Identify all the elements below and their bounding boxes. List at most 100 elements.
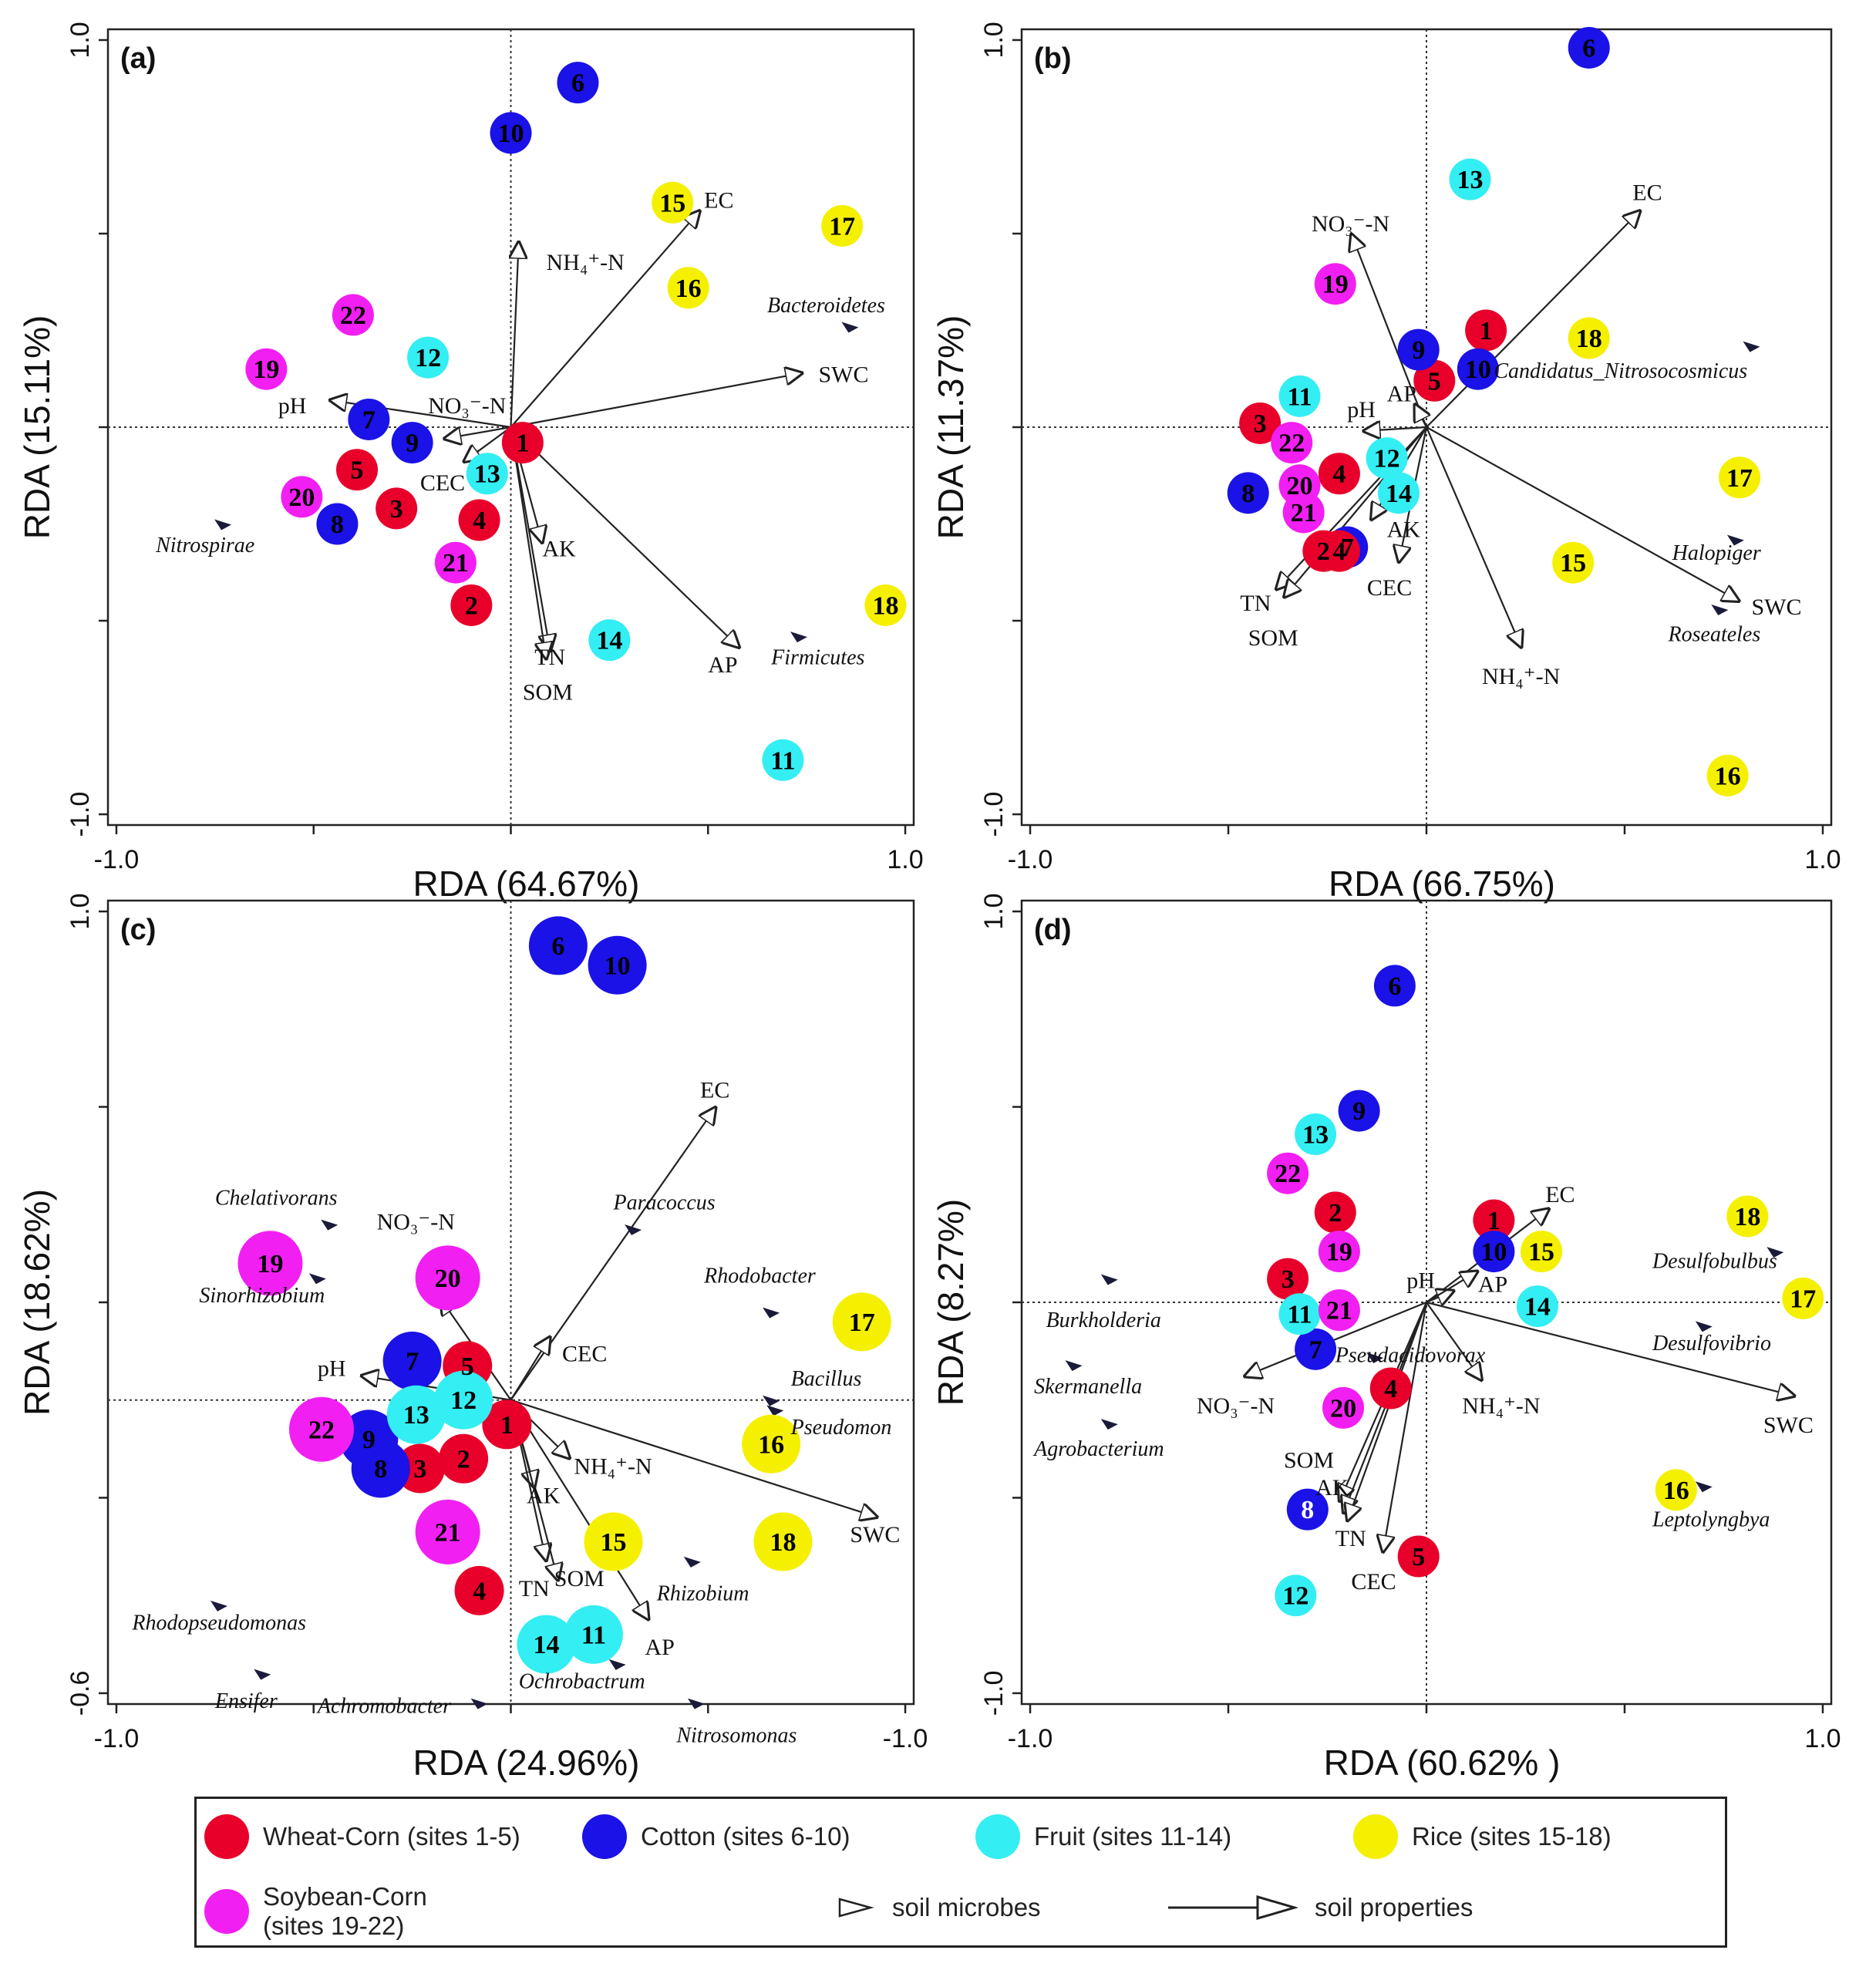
property-label: AP [708, 652, 737, 678]
property-arrow [510, 1107, 716, 1401]
x-tick-label-min: -1.0 [94, 845, 140, 874]
panel-label: (c) [120, 914, 156, 946]
x-tick-label-max: 1.0 [1804, 845, 1841, 874]
site-label: 2 [1329, 1199, 1342, 1228]
taxon-marker [766, 1405, 784, 1416]
site-circle [528, 916, 588, 975]
site-circle [1521, 1231, 1563, 1273]
site-label: 9 [362, 1426, 376, 1454]
site-circle [434, 1370, 493, 1430]
taxon-label: Ochrobactrum [519, 1670, 645, 1694]
property-label: pH [278, 393, 307, 419]
y-tick-label-min: -0.6 [66, 1671, 95, 1716]
site-circle [1227, 472, 1269, 514]
taxon-marker [608, 1659, 626, 1670]
site-circle [517, 1615, 576, 1674]
site-circle [281, 476, 323, 518]
legend-item-fruit: Fruit (sites 11-14) [975, 1814, 1231, 1859]
legend-label-properties: soil properties [1315, 1893, 1474, 1921]
site-circle [1568, 26, 1610, 69]
site-label: 4 [473, 507, 486, 535]
site-label: 8 [374, 1455, 387, 1484]
site-circle [1366, 437, 1408, 480]
property-label: EC [700, 1077, 729, 1103]
site-circle [348, 398, 390, 440]
property-arrow [511, 241, 519, 428]
site-label: 10 [605, 951, 631, 980]
property-label: TN [1335, 1526, 1366, 1551]
site-circle [564, 1605, 623, 1664]
property-label: NO₃⁻-N [1312, 211, 1389, 237]
property-arrow [1426, 426, 1740, 601]
taxon-label: Sinorhizobium [199, 1284, 325, 1308]
property-label: AP [1478, 1272, 1507, 1298]
taxon-marker [841, 322, 859, 333]
site-label: 8 [1301, 1496, 1314, 1524]
property-arrow [1415, 404, 1426, 428]
site-circle [415, 1245, 480, 1311]
site-circle [501, 422, 544, 464]
site-label: 14 [534, 1631, 560, 1659]
taxon-label: Pseudacidovorax [1335, 1343, 1486, 1367]
taxon-label: Candidatus_Nitrosocosmicus [1494, 359, 1747, 383]
property-arrow [1426, 210, 1641, 428]
site-circle [1568, 317, 1610, 359]
site-circle [1295, 1328, 1337, 1370]
site-label: 3 [413, 1455, 426, 1484]
site-circle [1318, 530, 1360, 572]
property-arrow [510, 1399, 878, 1517]
x-tick-label-min: -1.0 [1008, 1724, 1053, 1753]
site-circle [1473, 1199, 1515, 1241]
panel-b: -1.0 1.0 1.0 -1.0 RDA (66.75%) RDA (11.37%) (b… [931, 22, 1841, 904]
site-circle [395, 1443, 445, 1494]
site-label: 10 [1480, 1238, 1507, 1267]
site-circle [557, 62, 599, 104]
site-label: 21 [443, 549, 469, 578]
legend-item-soy: Soybean-Corn (sites 19-22) [204, 1882, 427, 1941]
property-label: AP [1387, 382, 1416, 407]
site-label: 6 [1388, 972, 1401, 1001]
site-label: 19 [1326, 1238, 1352, 1267]
site-label: 1 [1480, 317, 1493, 345]
taxon-marker [470, 1698, 488, 1709]
x-axis-title: RDA (24.96%) [413, 1743, 639, 1783]
site-circle [652, 181, 694, 224]
property-arrow [510, 426, 740, 648]
site-circle [1465, 309, 1507, 352]
x-tick-label-max: 1.0 [1804, 1724, 1841, 1753]
property-label: EC [1632, 180, 1662, 206]
property-label: SOM [1284, 1448, 1334, 1473]
property-label: NO₃⁻-N [377, 1210, 455, 1235]
site-circle [316, 503, 359, 545]
site-label: 11 [581, 1621, 606, 1649]
taxon-marker [321, 1219, 338, 1231]
site-label: 13 [403, 1401, 429, 1430]
site-label: 13 [474, 460, 500, 489]
site-circle [288, 1396, 354, 1462]
site-label: 15 [600, 1528, 626, 1557]
site-circle [339, 1409, 399, 1469]
y-tick-label-min: -1.0 [979, 792, 1009, 837]
property-label: SOM [523, 679, 573, 705]
taxon-label: Firmicutes [770, 646, 864, 670]
site-label: 21 [1326, 1297, 1352, 1325]
property-label: CEC [1351, 1569, 1396, 1595]
taxon-marker [763, 1395, 780, 1406]
taxon-label: Pseudomon [790, 1416, 892, 1440]
taxon-marker [763, 1307, 780, 1319]
site-label: 20 [1330, 1394, 1356, 1423]
site-circle [1278, 1293, 1321, 1335]
site-label: 18 [1734, 1203, 1760, 1231]
site-label: 12 [450, 1386, 477, 1415]
taxon-marker [1100, 1274, 1118, 1285]
legend-label-wheat: Wheat-Corn (sites 1-5) [263, 1822, 520, 1851]
property-label: NO₃⁻-N [1197, 1393, 1275, 1419]
site-label: 10 [1465, 355, 1491, 384]
site-label: 5 [1412, 1543, 1425, 1571]
panel-label: (b) [1034, 42, 1072, 75]
site-label: 17 [1790, 1285, 1816, 1313]
site-circle [466, 453, 508, 495]
site-label: 6 [551, 932, 564, 961]
taxon-label: Rhodopseudomonas [131, 1612, 306, 1635]
site-circle [667, 267, 709, 309]
